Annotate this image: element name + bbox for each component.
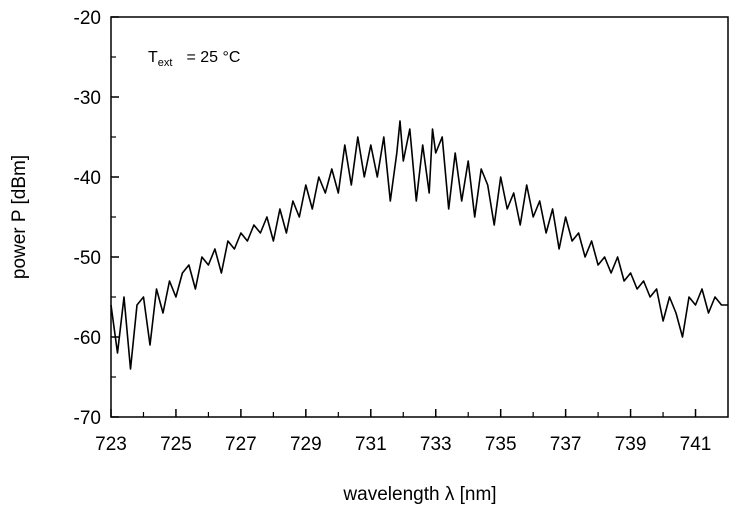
annotation-symbol: T xyxy=(148,49,158,66)
y-axis-title: power P [dBm] xyxy=(9,155,30,279)
y-tick-label: -20 xyxy=(74,8,101,29)
y-tick-label: -30 xyxy=(74,88,101,109)
x-tick-label: 723 xyxy=(95,434,127,455)
x-tick-label: 727 xyxy=(225,434,257,455)
x-tick-label: 725 xyxy=(160,434,192,455)
y-axis-tick-labels: -20 -30 -40 -50 -60 -70 xyxy=(74,8,101,429)
x-tick-label: 739 xyxy=(615,434,647,455)
x-axis-tick-labels: 723 725 727 729 731 733 735 737 739 741 xyxy=(95,434,711,455)
x-tick-label: 731 xyxy=(355,434,387,455)
y-tick-label: -70 xyxy=(74,408,101,429)
y-tick-label: -60 xyxy=(74,328,101,349)
y-tick-label: -40 xyxy=(74,168,101,189)
plot-frame xyxy=(110,16,729,418)
series-line xyxy=(110,120,728,370)
annotation-subscript: ext xyxy=(158,57,173,69)
y-axis-ticks xyxy=(111,16,119,418)
y-tick-label: -50 xyxy=(74,248,101,269)
x-axis-title: wavelength λ [nm] xyxy=(342,484,496,505)
x-axis-ticks xyxy=(110,409,697,417)
x-tick-label: 735 xyxy=(485,434,517,455)
x-tick-label: 729 xyxy=(290,434,322,455)
x-tick-label: 733 xyxy=(420,434,452,455)
x-tick-label: 737 xyxy=(550,434,582,455)
annotation-value: = 25 °C xyxy=(186,49,240,66)
x-tick-label: 741 xyxy=(680,434,712,455)
annotation-temperature: Text = 25 °C xyxy=(148,49,240,69)
